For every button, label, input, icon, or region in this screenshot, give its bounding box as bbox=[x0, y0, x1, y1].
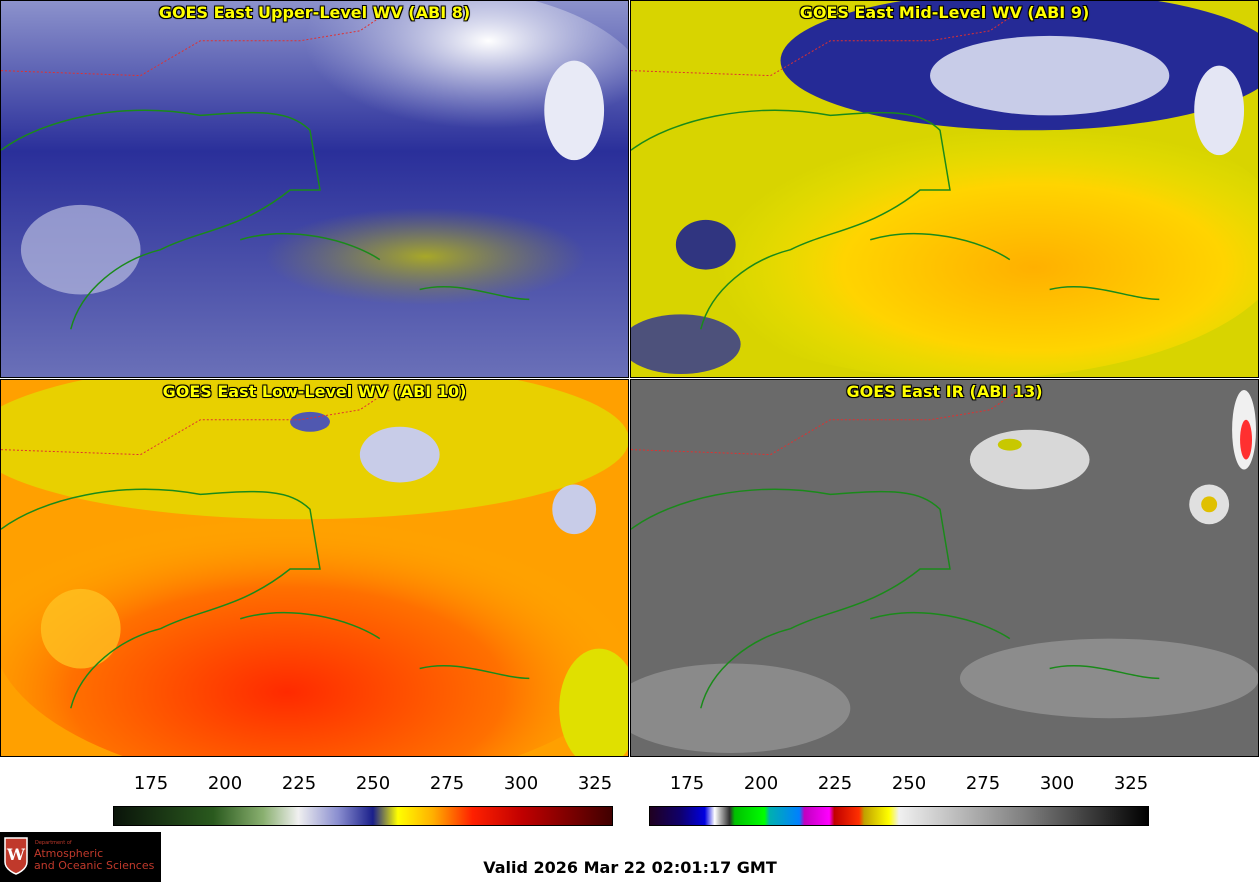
panel-low-level-wv: GOES East Low-Level WV (ABI 10) bbox=[0, 379, 629, 757]
coastline bbox=[1, 109, 530, 330]
colorbar-tick: 275 bbox=[965, 773, 1001, 794]
colorbar-tick: 175 bbox=[133, 773, 169, 794]
coastline bbox=[1, 488, 530, 709]
satellite-image-upper-wv bbox=[1, 1, 628, 377]
panel-upper-level-wv: GOES East Upper-Level WV (ABI 8) bbox=[0, 0, 629, 378]
logo-line-1: Department of bbox=[35, 840, 72, 846]
university-seal-icon: W bbox=[4, 837, 28, 875]
state-borders bbox=[631, 10, 1021, 77]
colorbar-tick: 250 bbox=[355, 773, 391, 794]
panel-ir: GOES East IR (ABI 13) bbox=[630, 379, 1259, 757]
colorbar-tick: 325 bbox=[577, 773, 613, 794]
wv-colorbar: 175 200 225 250 275 300 325 bbox=[113, 773, 613, 827]
logo-line-2: Atmospheric bbox=[34, 847, 104, 860]
svg-text:W: W bbox=[6, 845, 26, 864]
colorbar-tick: 300 bbox=[503, 773, 539, 794]
wv-colorbar-gradient bbox=[113, 806, 613, 826]
state-borders bbox=[631, 389, 1021, 456]
coastline bbox=[631, 109, 1160, 330]
panel-title: GOES East Mid-Level WV (ABI 9) bbox=[799, 3, 1090, 22]
state-borders bbox=[1, 389, 391, 456]
panel-title: GOES East IR (ABI 13) bbox=[846, 382, 1043, 401]
colorbar-tick: 225 bbox=[817, 773, 853, 794]
colorbar-tick: 225 bbox=[281, 773, 317, 794]
coastline bbox=[631, 488, 1160, 709]
ir-colorbar-gradient bbox=[649, 806, 1149, 826]
ir-colorbar: 175 200 225 250 275 300 325 bbox=[649, 773, 1149, 827]
satellite-image-mid-wv bbox=[631, 1, 1258, 377]
colorbar-tick: 300 bbox=[1039, 773, 1075, 794]
satellite-image-ir bbox=[631, 380, 1258, 756]
colorbar-tick: 200 bbox=[743, 773, 779, 794]
panel-title: GOES East Upper-Level WV (ABI 8) bbox=[158, 3, 471, 22]
colorbar-tick: 200 bbox=[207, 773, 243, 794]
colorbar-tick: 325 bbox=[1113, 773, 1149, 794]
colorbar-tick: 250 bbox=[891, 773, 927, 794]
satellite-image-low-wv bbox=[1, 380, 628, 756]
panel-mid-level-wv: GOES East Mid-Level WV (ABI 9) bbox=[630, 0, 1259, 378]
footer: W Department of Atmospheric and Oceanic … bbox=[0, 832, 1260, 882]
colorbar-tick: 275 bbox=[429, 773, 465, 794]
state-borders bbox=[1, 10, 391, 77]
valid-time: Valid 2026 Mar 22 02:01:17 GMT bbox=[483, 858, 777, 877]
logo-line-3: and Oceanic Sciences bbox=[34, 859, 155, 872]
department-logo: W Department of Atmospheric and Oceanic … bbox=[0, 832, 161, 882]
colorbar-tick: 175 bbox=[669, 773, 705, 794]
panel-title: GOES East Low-Level WV (ABI 10) bbox=[162, 382, 467, 401]
